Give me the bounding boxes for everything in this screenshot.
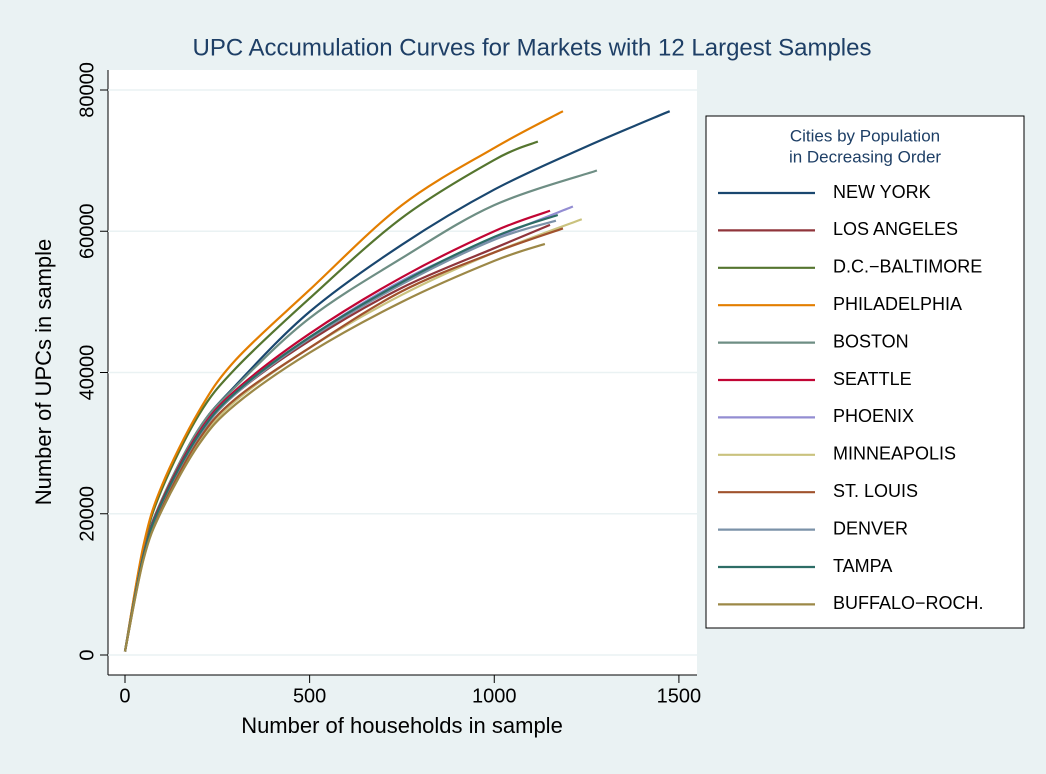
legend-label: D.C.−BALTIMORE	[833, 257, 982, 277]
legend-label: TAMPA	[833, 556, 892, 576]
series-line	[123, 213, 559, 652]
chart-title: UPC Accumulation Curves for Markets with…	[193, 34, 872, 61]
legend-label: BUFFALO−ROCH.	[833, 593, 984, 613]
legend-title: Cities by Population	[790, 126, 940, 145]
legend-title: in Decreasing Order	[789, 147, 941, 166]
y-tick-label: 60000	[76, 203, 98, 259]
legend-label: PHILADELPHIA	[833, 294, 962, 314]
legend-box	[705, 115, 1025, 629]
y-tick-label: 40000	[76, 345, 98, 401]
legend-label: SEATTLE	[833, 369, 912, 389]
legend-label: PHOENIX	[833, 406, 914, 426]
x-tick-label: 0	[119, 685, 130, 707]
legend-label: MINNEAPOLIS	[833, 444, 956, 464]
y-axis-title: Number of UPCs in sample	[31, 239, 56, 506]
legend-label: DENVER	[833, 518, 908, 538]
series-line	[123, 242, 546, 652]
y-tick-label: 0	[76, 649, 98, 660]
legend-label: ST. LOUIS	[833, 481, 918, 501]
x-tick-label: 500	[293, 685, 326, 707]
legend-label: NEW YORK	[833, 182, 931, 202]
y-tick-label: 20000	[76, 486, 98, 542]
legend-label: LOS ANGELES	[833, 219, 958, 239]
x-axis-title: Number of households in sample	[241, 713, 563, 738]
x-tick-label: 1500	[657, 685, 702, 707]
y-tick-label: 80000	[76, 62, 98, 118]
x-tick-label: 1000	[472, 685, 517, 707]
legend-label: BOSTON	[833, 331, 909, 351]
series-line	[123, 110, 564, 652]
